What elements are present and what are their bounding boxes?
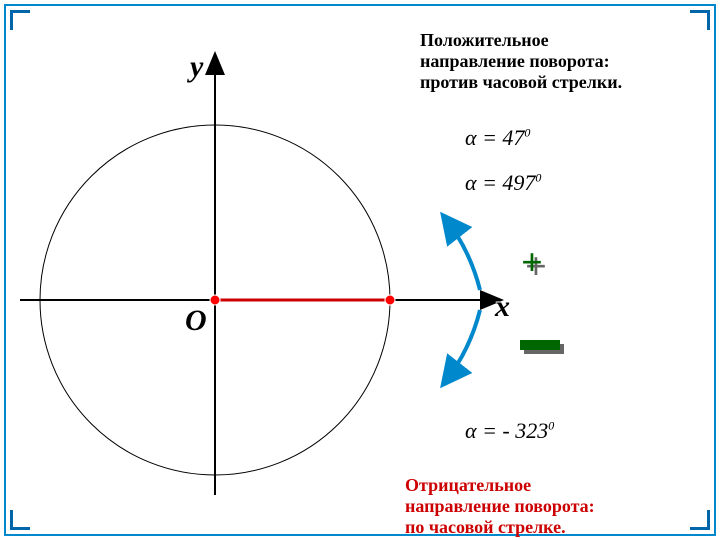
minus-sign [520,340,560,350]
pos-line1: Положительное [420,30,622,51]
arc-arrow-down [445,310,480,382]
neg-line3: по часовой стрелке. [405,517,595,538]
plus-sign: + [512,243,552,283]
formula-2: α = 4970 [465,170,541,196]
f2-sup: 0 [535,171,541,185]
f3-alpha: α [465,418,477,443]
right-point [385,295,395,305]
f1-sup: 0 [524,126,530,140]
formula-1: α = 470 [465,125,530,151]
neg-line1: Отрицательное [405,475,595,496]
f1-alpha: α [465,125,477,150]
neg-line2: направление поворота: [405,496,595,517]
f2-eq: = 497 [477,170,536,195]
pos-line3: против часовой стрелки. [420,72,622,93]
origin-label: O [185,304,207,338]
pos-line2: направление поворота: [420,51,622,72]
x-axis-label: x [495,290,510,324]
arc-arrow-up [445,218,480,290]
center-point [210,295,220,305]
f3-sup: 0 [548,419,554,433]
f1-eq: = 47 [477,125,525,150]
negative-direction-text: Отрицательное направление поворота: по ч… [405,475,595,538]
f3-eq: = - 323 [477,418,549,443]
formula-3: α = - 3230 [465,418,554,444]
f2-alpha: α [465,170,477,195]
y-axis-label: y [190,50,203,84]
positive-direction-text: Положительное направление поворота: прот… [420,30,622,93]
